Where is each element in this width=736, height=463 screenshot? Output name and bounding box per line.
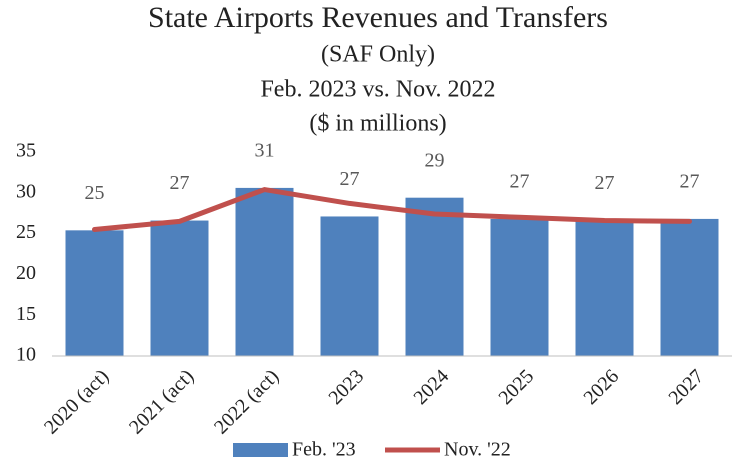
bar <box>660 218 719 356</box>
data-label: 27 <box>510 171 530 193</box>
bar <box>490 218 549 356</box>
data-label: 25 <box>85 182 105 204</box>
x-tick-label: 2027 <box>664 365 708 409</box>
legend-label: Nov. '22 <box>444 439 511 461</box>
legend-swatch <box>233 443 288 457</box>
data-label: 27 <box>595 172 615 194</box>
y-tick-label: 25 <box>16 221 36 243</box>
bar <box>65 230 124 356</box>
y-tick-label: 30 <box>16 180 36 202</box>
legend-label: Feb. '23 <box>292 439 356 461</box>
bar <box>150 220 209 356</box>
x-tick-label: 2021 (act) <box>125 365 198 438</box>
chart-subtitle: (SAF Only) <box>321 42 435 68</box>
y-tick-label: 10 <box>16 344 36 366</box>
data-label: 27 <box>170 172 190 194</box>
x-tick-label: 2022 (act) <box>210 365 283 438</box>
bar <box>320 216 379 356</box>
data-label: 27 <box>340 168 360 190</box>
x-tick-label: 2026 <box>579 365 623 409</box>
chart-subtitle: Feb. 2023 vs. Nov. 2022 <box>260 77 495 103</box>
line <box>92 187 692 233</box>
data-label: 31 <box>255 139 275 161</box>
x-tick-label: 2023 <box>324 365 368 409</box>
x-tick-label: 2025 <box>494 365 538 409</box>
bar <box>235 187 294 356</box>
bar <box>575 220 634 356</box>
data-label: 29 <box>425 149 445 171</box>
chart-subtitle: ($ in millions) <box>309 111 446 137</box>
x-tick-label: 2024 <box>409 365 453 409</box>
y-tick-label: 35 <box>16 140 36 162</box>
data-label: 27 <box>680 171 700 193</box>
y-tick-label: 15 <box>16 303 36 325</box>
y-tick-label: 20 <box>16 262 36 284</box>
bar <box>405 197 464 356</box>
chart-title: State Airports Revenues and Transfers <box>148 1 608 34</box>
x-tick-label: 2020 (act) <box>40 365 113 438</box>
